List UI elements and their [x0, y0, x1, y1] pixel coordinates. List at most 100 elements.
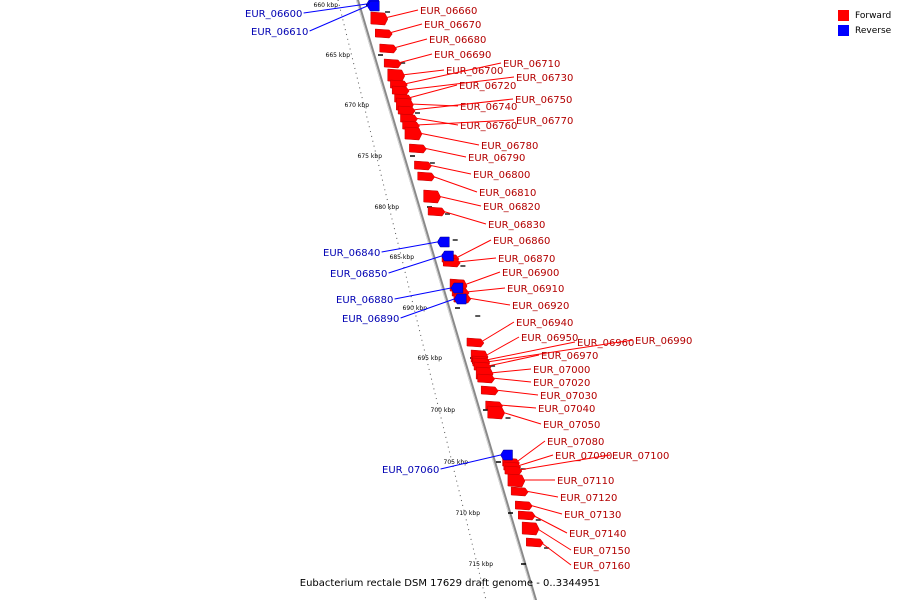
forward-gene-label[interactable]: EUR_07150	[573, 546, 630, 557]
ruler-tick-label: 685 kbp	[390, 254, 415, 261]
forward-gene-label[interactable]: EUR_06920	[512, 301, 569, 312]
forward-gene-label[interactable]: EUR_06710	[503, 59, 560, 70]
forward-gene-leader	[404, 62, 502, 85]
forward-gene-arrow[interactable]	[504, 465, 523, 476]
genome-axis	[355, 0, 538, 600]
reverse-gene-label[interactable]: EUR_06850	[330, 269, 387, 280]
reverse-gene-label[interactable]: EUR_06610	[251, 27, 308, 38]
forward-gene-label[interactable]: EUR_06680	[429, 35, 486, 46]
forward-gene-arrow[interactable]	[375, 28, 393, 39]
reverse-gene-label[interactable]: EUR_07060	[382, 465, 439, 476]
forward-gene-label[interactable]: EUR_06870	[498, 254, 555, 265]
forward-gene-label[interactable]: EUR_07020	[533, 378, 590, 389]
forward-gene-arrow[interactable]	[515, 500, 533, 511]
forward-gene-arrow[interactable]	[417, 171, 436, 182]
forward-gene-label[interactable]: EUR_06730	[516, 73, 573, 84]
forward-gene-label[interactable]: EUR_06950	[521, 333, 578, 344]
forward-gene-label[interactable]: EUR_06910	[507, 284, 564, 295]
forward-gene-label[interactable]: EUR_06780	[481, 141, 538, 152]
reverse-gene-arrow[interactable]	[366, 0, 380, 12]
forward-gene-label[interactable]: EUR_06820	[483, 202, 540, 213]
forward-gene-arrow[interactable]	[510, 486, 529, 497]
forward-gene-arrow[interactable]	[391, 85, 410, 96]
forward-gene-arrow[interactable]	[487, 405, 506, 420]
forward-gene-label[interactable]: EUR_07140	[569, 529, 626, 540]
forward-gene-label[interactable]: EUR_06760	[460, 121, 517, 132]
forward-gene-label[interactable]: EUR_06940	[516, 318, 573, 329]
forward-gene-arrow[interactable]	[480, 385, 499, 396]
forward-gene-arrow[interactable]	[414, 160, 432, 171]
reverse-swatch-icon	[838, 25, 849, 36]
forward-gene-label[interactable]: EUR_07130	[564, 510, 621, 521]
forward-gene-arrow[interactable]	[427, 206, 446, 217]
forward-gene-label[interactable]: EUR_07090	[555, 451, 612, 462]
forward-gene-arrow[interactable]	[370, 11, 389, 26]
forward-gene-leader	[540, 541, 572, 566]
forward-gene-label[interactable]: EUR_06970	[541, 351, 598, 362]
forward-gene-leader	[457, 257, 497, 263]
forward-gene-label[interactable]: EUR_06790	[468, 153, 525, 164]
forward-gene-label[interactable]: EUR_06720	[459, 81, 516, 92]
forward-gene-arrow[interactable]	[397, 105, 416, 116]
forward-gene-leader	[484, 336, 520, 357]
forward-gene-label[interactable]: EUR_06700	[446, 66, 503, 77]
forward-gene-label[interactable]: EUR_07040	[538, 404, 595, 415]
forward-gene-arrow[interactable]	[379, 43, 398, 54]
forward-gene-arrow[interactable]	[477, 373, 495, 384]
forward-gene-label[interactable]: EUR_06750	[515, 95, 572, 106]
forward-gene-label[interactable]: EUR_06670	[424, 20, 481, 31]
forward-gene-label[interactable]: EUR_06810	[479, 188, 536, 199]
forward-gene-label[interactable]: EUR_06860	[493, 236, 550, 247]
forward-gene-leader	[486, 341, 576, 361]
forward-gene-label[interactable]: EUR_07000	[533, 365, 590, 376]
ruler-tick-label: 660 kbp	[314, 2, 339, 9]
forward-gene-leader	[467, 297, 511, 306]
forward-gene-arrow[interactable]	[507, 473, 526, 488]
forward-gene-leader	[431, 175, 478, 193]
reverse-gene-arrow[interactable]	[500, 449, 513, 461]
reverse-gene-arrow[interactable]	[450, 282, 464, 294]
forward-gene-leader	[501, 411, 542, 425]
forward-gene-label[interactable]: EUR_07030	[540, 391, 597, 402]
forward-gene-leader	[428, 164, 472, 175]
forward-gene-label[interactable]: EUR_06830	[488, 220, 545, 231]
forward-gene-label[interactable]: EUR_06800	[473, 170, 530, 181]
forward-gene-leader	[516, 440, 546, 463]
forward-gene-label[interactable]: EUR_06770	[516, 116, 573, 127]
forward-gene-arrow[interactable]	[518, 510, 536, 521]
forward-gene-label[interactable]: EUR_07100	[612, 451, 669, 462]
forward-gene-leader	[480, 321, 515, 343]
forward-gene-arrow[interactable]	[404, 126, 423, 141]
forward-gene-leader	[499, 404, 537, 409]
reverse-gene-label[interactable]: EUR_06840	[323, 248, 380, 259]
forward-gene-label[interactable]: EUR_06960	[577, 338, 634, 349]
forward-gene-arrow[interactable]	[400, 113, 418, 124]
reverse-gene-arrow[interactable]	[441, 250, 454, 262]
forward-gene-label[interactable]: EUR_07110	[557, 476, 614, 487]
forward-gene-label[interactable]: EUR_07160	[573, 561, 630, 572]
forward-gene-label[interactable]: EUR_06900	[502, 268, 559, 279]
reverse-gene-arrow[interactable]	[436, 236, 450, 248]
forward-gene-arrow[interactable]	[521, 521, 540, 536]
reverse-gene-arrow[interactable]	[453, 293, 467, 305]
forward-gene-arrow[interactable]	[466, 337, 485, 348]
reverse-gene-label[interactable]: EUR_06890	[342, 314, 399, 325]
forward-gene-arrow[interactable]	[383, 58, 402, 69]
forward-gene-label[interactable]: EUR_06990	[635, 336, 692, 347]
forward-gene-leader	[529, 504, 563, 515]
forward-gene-label[interactable]: EUR_07080	[547, 437, 604, 448]
legend-label-forward: Forward	[855, 10, 892, 21]
forward-gene-arrow[interactable]	[387, 68, 406, 83]
reverse-gene-label[interactable]: EUR_06600	[245, 9, 302, 20]
reverse-gene-label[interactable]: EUR_06880	[336, 295, 393, 306]
forward-gene-label[interactable]: EUR_06740	[460, 102, 517, 113]
forward-gene-arrow[interactable]	[526, 537, 544, 548]
forward-gene-arrow[interactable]	[423, 189, 441, 204]
ruler-tick-label: 675 kbp	[358, 153, 383, 160]
forward-gene-label[interactable]: EUR_07120	[560, 493, 617, 504]
forward-gene-label[interactable]: EUR_06660	[420, 6, 477, 17]
forward-gene-arrow[interactable]	[409, 143, 427, 154]
forward-gene-label[interactable]: EUR_07050	[543, 420, 600, 431]
forward-gene-label[interactable]: EUR_06690	[434, 50, 491, 61]
forward-gene-leader	[408, 84, 458, 99]
